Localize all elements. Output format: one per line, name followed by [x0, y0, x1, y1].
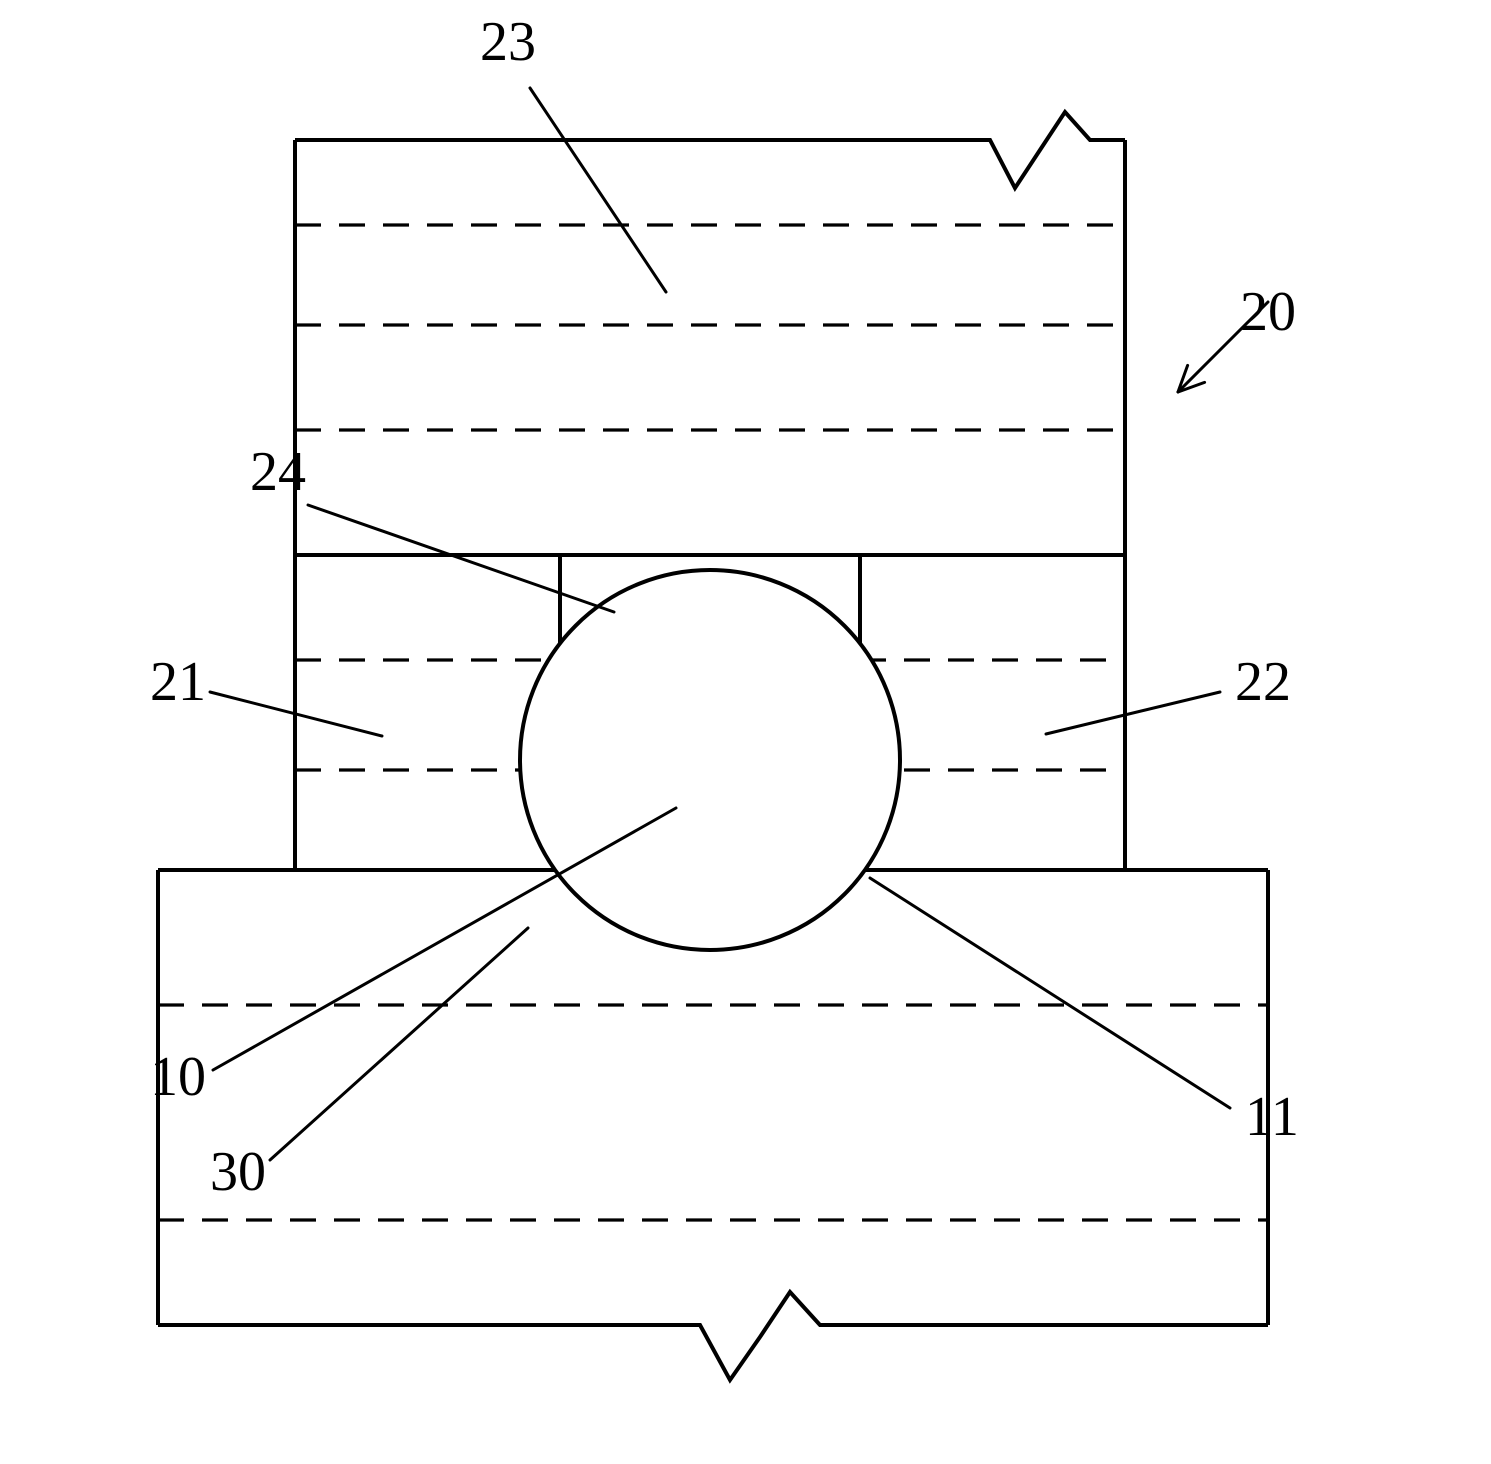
callout-label-11: 11: [1245, 1086, 1299, 1148]
callout-label-21: 21: [150, 651, 206, 713]
callout-label-23: 23: [480, 11, 536, 73]
callout-label-10: 10: [150, 1046, 206, 1108]
callout-label-24: 24: [250, 441, 306, 503]
callout-label-22: 22: [1235, 651, 1291, 713]
callout-label-30: 30: [210, 1141, 266, 1203]
callout-label-20: 20: [1240, 281, 1296, 343]
